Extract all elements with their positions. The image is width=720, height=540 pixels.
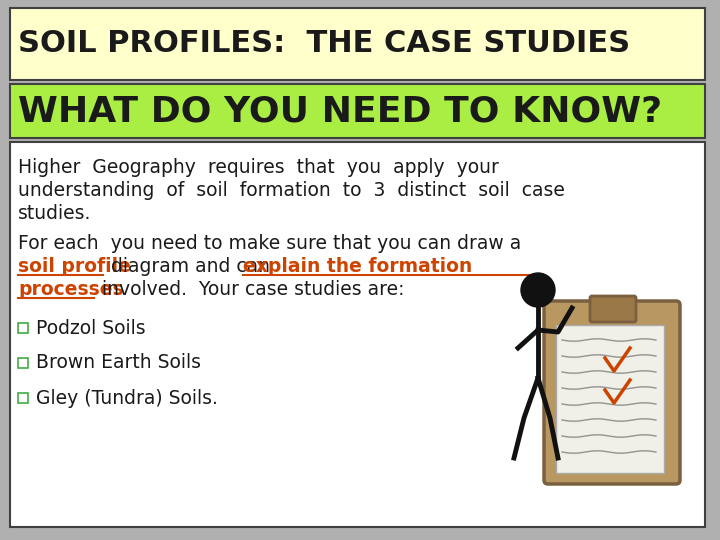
FancyBboxPatch shape	[10, 84, 705, 138]
Text: Podzol Soils: Podzol Soils	[36, 319, 145, 338]
Text: involved.  Your case studies are:: involved. Your case studies are:	[96, 280, 405, 299]
Text: For each  you need to make sure that you can draw a: For each you need to make sure that you …	[18, 234, 521, 253]
Text: Gley (Tundra) Soils.: Gley (Tundra) Soils.	[36, 388, 218, 408]
Text: understanding  of  soil  formation  to  3  distinct  soil  case: understanding of soil formation to 3 dis…	[18, 181, 565, 200]
FancyBboxPatch shape	[556, 325, 664, 473]
Text: soil profile: soil profile	[18, 257, 131, 276]
Text: explain the formation: explain the formation	[243, 257, 472, 276]
Text: Higher  Geography  requires  that  you  apply  your: Higher Geography requires that you apply…	[18, 158, 499, 177]
FancyBboxPatch shape	[544, 301, 680, 484]
Text: studies.: studies.	[18, 204, 91, 223]
FancyBboxPatch shape	[10, 142, 705, 527]
Text: processes: processes	[18, 280, 124, 299]
FancyBboxPatch shape	[18, 393, 28, 403]
FancyBboxPatch shape	[590, 296, 636, 322]
FancyBboxPatch shape	[10, 8, 705, 80]
Text: Brown Earth Soils: Brown Earth Soils	[36, 354, 201, 373]
FancyBboxPatch shape	[18, 358, 28, 368]
FancyBboxPatch shape	[18, 323, 28, 333]
Text: diagram and can: diagram and can	[105, 257, 276, 276]
Circle shape	[521, 273, 555, 307]
Text: SOIL PROFILES:  THE CASE STUDIES: SOIL PROFILES: THE CASE STUDIES	[18, 30, 630, 58]
Text: WHAT DO YOU NEED TO KNOW?: WHAT DO YOU NEED TO KNOW?	[18, 94, 662, 128]
